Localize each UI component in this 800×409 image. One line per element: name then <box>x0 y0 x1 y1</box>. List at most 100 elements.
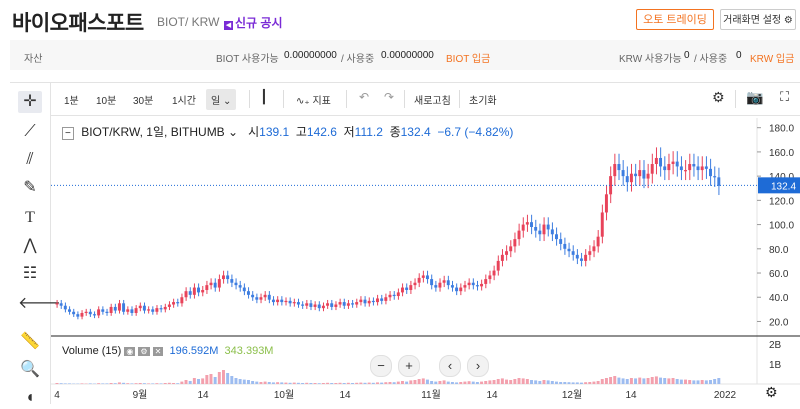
legend-close-label: 종 <box>390 125 401 139</box>
volume-bar <box>110 383 113 384</box>
candle-body <box>80 313 83 317</box>
candle-body <box>617 164 620 170</box>
candle-body <box>688 164 691 170</box>
x-tick-label: 2022 <box>714 390 737 401</box>
candle-body <box>530 222 533 227</box>
candle-body <box>555 234 558 239</box>
candle-body <box>264 295 267 297</box>
candle-body <box>601 212 604 236</box>
volume-bar <box>222 370 225 384</box>
candle-body <box>364 300 367 304</box>
volume-bar <box>314 383 317 384</box>
candle-body <box>351 303 354 304</box>
volume-bar <box>247 380 250 384</box>
x-tick-label: 14 <box>486 390 498 401</box>
candle-body <box>717 177 720 185</box>
candle-body <box>692 164 695 166</box>
volume-bar <box>97 383 100 384</box>
volume-bar <box>255 382 258 384</box>
volume-bar <box>459 382 462 384</box>
candle-body <box>234 283 237 285</box>
volume-bar <box>655 376 658 384</box>
candle-body <box>684 170 687 171</box>
candle-body <box>622 170 625 176</box>
legend-collapse-icon[interactable]: − <box>62 127 74 140</box>
candle-body <box>697 166 700 170</box>
volume-value-2: 343.393M <box>225 345 274 357</box>
candle-body <box>255 297 258 299</box>
candle-body <box>447 280 450 285</box>
candle-body <box>659 158 662 166</box>
candle-body <box>438 283 441 288</box>
volume-bar <box>251 381 254 384</box>
candle-body <box>638 170 641 176</box>
volume-bar <box>168 383 171 384</box>
volume-bar <box>268 382 271 384</box>
volume-bar <box>563 382 566 384</box>
zoom-in-button[interactable]: + <box>398 355 420 377</box>
volume-bar <box>409 380 412 384</box>
candle-body <box>56 303 59 304</box>
volume-bar <box>197 379 200 384</box>
candle-body <box>93 314 96 315</box>
candle-body <box>293 302 296 303</box>
volume-bar <box>559 382 562 384</box>
candle-body <box>389 295 392 297</box>
volume-bar <box>243 380 246 384</box>
candle-body <box>226 275 229 279</box>
scroll-right-button[interactable]: › <box>467 355 489 377</box>
candle-body <box>501 255 504 261</box>
candle-body <box>497 261 500 271</box>
candle-body <box>172 302 175 304</box>
volume-settings-icon[interactable]: ⚙ <box>138 347 149 356</box>
volume-bar <box>397 382 400 384</box>
candle-body <box>463 285 466 287</box>
candle-body <box>401 288 404 293</box>
volume-bar <box>692 380 695 384</box>
volume-eye-icon[interactable]: ◉ <box>124 347 135 356</box>
candle-body <box>480 284 483 286</box>
candle-body <box>380 298 383 300</box>
candle-body <box>613 164 616 176</box>
candle-body <box>189 291 192 295</box>
candle-body <box>418 278 421 283</box>
last-price-label: 132.4 <box>771 181 796 192</box>
x-tick-label: 9월 <box>133 389 148 401</box>
volume-bar <box>351 383 354 384</box>
legend-dropdown-icon[interactable]: ⌄ <box>225 125 238 139</box>
candle-body <box>405 288 408 290</box>
candle-body <box>239 285 242 287</box>
legend-low: 111.2 <box>355 125 383 139</box>
candle-body <box>89 312 92 314</box>
candle-body <box>376 298 379 302</box>
volume-bar <box>526 379 529 384</box>
candle-body <box>97 309 100 315</box>
candle-body <box>468 283 471 285</box>
volume-bar <box>264 382 267 384</box>
scroll-left-button[interactable]: ‹ <box>439 355 461 377</box>
volume-bar <box>176 383 179 384</box>
volume-bar <box>301 383 304 384</box>
volume-bar <box>318 383 321 384</box>
candle-body <box>85 312 88 313</box>
volume-bar <box>376 382 379 384</box>
volume-bar <box>634 378 637 384</box>
volume-bar <box>56 383 59 384</box>
volume-bar <box>451 382 454 384</box>
volume-bar <box>463 382 466 384</box>
y-tick-label: 60.0 <box>769 269 789 280</box>
volume-close-icon[interactable]: ✕ <box>153 347 164 356</box>
candle-body <box>592 246 595 251</box>
x-tick-label: 14 <box>197 390 209 401</box>
legend-open-label: 시 <box>248 125 259 139</box>
chart-settings-icon[interactable]: ⚙ <box>765 384 778 401</box>
candle-body <box>397 292 400 296</box>
candle-body <box>434 285 437 287</box>
candle-body <box>64 306 67 310</box>
candle-body <box>284 301 287 302</box>
y-tick-label: 40.0 <box>769 293 789 304</box>
volume-bar <box>330 383 333 384</box>
x-tick-label: 10월 <box>274 389 294 401</box>
zoom-out-button[interactable]: − <box>370 355 392 377</box>
